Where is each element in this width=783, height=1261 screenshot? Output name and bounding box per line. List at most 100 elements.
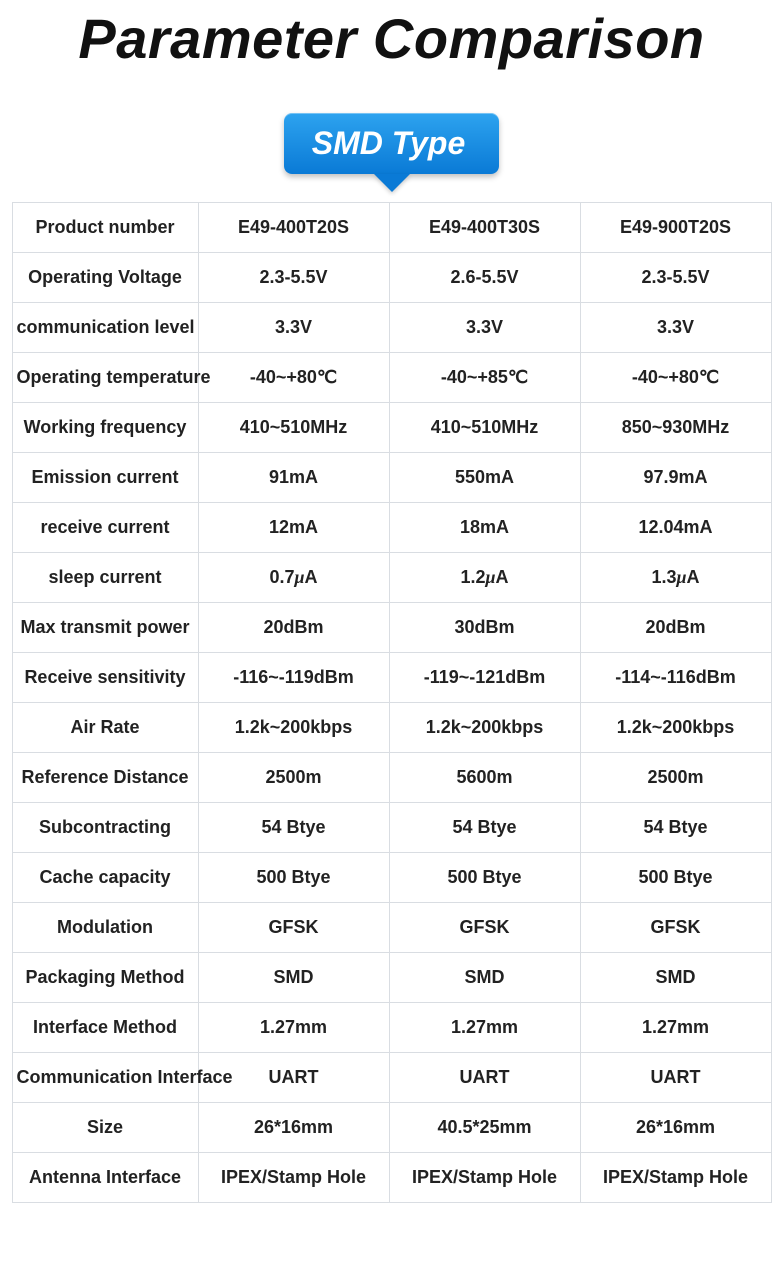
cell: 1.2μA — [389, 553, 580, 603]
cell: 26*16mm — [198, 1103, 389, 1153]
table-row: communication level3.3V3.3V3.3V — [12, 303, 771, 353]
cell: GFSK — [580, 903, 771, 953]
badge-container: SMD Type — [0, 113, 783, 174]
cell: -40~+85℃ — [389, 353, 580, 403]
cell: 500 Btye — [198, 853, 389, 903]
cell: 2.6-5.5V — [389, 253, 580, 303]
cell: 1.3μA — [580, 553, 771, 603]
cell: 91mA — [198, 453, 389, 503]
cell: 30dBm — [389, 603, 580, 653]
table-row: Reference Distance2500m5600m2500m — [12, 753, 771, 803]
cell: 410~510MHz — [198, 403, 389, 453]
cell: 1.27mm — [389, 1003, 580, 1053]
cell: 2.3-5.5V — [580, 253, 771, 303]
cell: 18mA — [389, 503, 580, 553]
cell: 20dBm — [580, 603, 771, 653]
cell: 0.7μA — [198, 553, 389, 603]
cell: 1.2k~200kbps — [580, 703, 771, 753]
table-row: Air Rate1.2k~200kbps1.2k~200kbps1.2k~200… — [12, 703, 771, 753]
table-row: Subcontracting54 Btye54 Btye54 Btye — [12, 803, 771, 853]
cell: E49-400T20S — [198, 203, 389, 253]
table-row: Antenna InterfaceIPEX/Stamp HoleIPEX/Sta… — [12, 1153, 771, 1203]
cell: 3.3V — [198, 303, 389, 353]
cell: 1.2k~200kbps — [389, 703, 580, 753]
cell: 2500m — [198, 753, 389, 803]
row-label: Interface Method — [12, 1003, 198, 1053]
table-row: receive current12mA18mA12.04mA — [12, 503, 771, 553]
cell: IPEX/Stamp Hole — [580, 1153, 771, 1203]
cell: GFSK — [198, 903, 389, 953]
row-label: Air Rate — [12, 703, 198, 753]
row-label: Modulation — [12, 903, 198, 953]
cell: 54 Btye — [389, 803, 580, 853]
row-label: Cache capacity — [12, 853, 198, 903]
row-label: Subcontracting — [12, 803, 198, 853]
row-label: Working frequency — [12, 403, 198, 453]
cell: 2.3-5.5V — [198, 253, 389, 303]
cell: 3.3V — [580, 303, 771, 353]
row-label: Max transmit power — [12, 603, 198, 653]
row-label: Antenna Interface — [12, 1153, 198, 1203]
cell: SMD — [389, 953, 580, 1003]
cell: UART — [389, 1053, 580, 1103]
table-row: Operating Voltage2.3-5.5V2.6-5.5V2.3-5.5… — [12, 253, 771, 303]
row-label: Receive sensitivity — [12, 653, 198, 703]
cell: SMD — [580, 953, 771, 1003]
cell: 12mA — [198, 503, 389, 553]
cell: E49-400T30S — [389, 203, 580, 253]
cell: GFSK — [389, 903, 580, 953]
row-label: communication level — [12, 303, 198, 353]
cell: UART — [580, 1053, 771, 1103]
cell: 20dBm — [198, 603, 389, 653]
comparison-table: Product numberE49-400T20SE49-400T30SE49-… — [12, 202, 772, 1203]
cell: 26*16mm — [580, 1103, 771, 1153]
row-label: Reference Distance — [12, 753, 198, 803]
row-label: Product number — [12, 203, 198, 253]
cell: 1.2k~200kbps — [198, 703, 389, 753]
cell: 2500m — [580, 753, 771, 803]
row-label: Emission current — [12, 453, 198, 503]
table-row: Size26*16mm40.5*25mm26*16mm — [12, 1103, 771, 1153]
cell: 40.5*25mm — [389, 1103, 580, 1153]
row-label: sleep current — [12, 553, 198, 603]
cell: 1.27mm — [580, 1003, 771, 1053]
cell: 3.3V — [389, 303, 580, 353]
row-label: Operating Voltage — [12, 253, 198, 303]
cell: SMD — [198, 953, 389, 1003]
cell: E49-900T20S — [580, 203, 771, 253]
table-row: sleep current0.7μA1.2μA1.3μA — [12, 553, 771, 603]
cell: 97.9mA — [580, 453, 771, 503]
row-label: Packaging Method — [12, 953, 198, 1003]
cell: IPEX/Stamp Hole — [389, 1153, 580, 1203]
table-row: Packaging MethodSMDSMDSMD — [12, 953, 771, 1003]
cell: 500 Btye — [389, 853, 580, 903]
cell: -116~-119dBm — [198, 653, 389, 703]
table-row: Working frequency410~510MHz410~510MHz850… — [12, 403, 771, 453]
cell: 5600m — [389, 753, 580, 803]
cell: IPEX/Stamp Hole — [198, 1153, 389, 1203]
cell: 500 Btye — [580, 853, 771, 903]
table-row: Max transmit power20dBm30dBm20dBm — [12, 603, 771, 653]
table-row: ModulationGFSKGFSKGFSK — [12, 903, 771, 953]
table-row: Cache capacity500 Btye500 Btye500 Btye — [12, 853, 771, 903]
type-badge: SMD Type — [284, 113, 500, 174]
table-row: Interface Method1.27mm1.27mm1.27mm — [12, 1003, 771, 1053]
cell: 850~930MHz — [580, 403, 771, 453]
table-row: Operating temperature-40~+80℃-40~+85℃-40… — [12, 353, 771, 403]
table-row: Emission current91mA550mA97.9mA — [12, 453, 771, 503]
row-label: Communication Interface — [12, 1053, 198, 1103]
cell: -40~+80℃ — [580, 353, 771, 403]
page-title: Parameter Comparison — [0, 0, 783, 71]
table-row: Communication InterfaceUARTUARTUART — [12, 1053, 771, 1103]
cell: 12.04mA — [580, 503, 771, 553]
cell: 550mA — [389, 453, 580, 503]
cell: -40~+80℃ — [198, 353, 389, 403]
cell: -114~-116dBm — [580, 653, 771, 703]
row-label: Size — [12, 1103, 198, 1153]
cell: 1.27mm — [198, 1003, 389, 1053]
cell: 54 Btye — [198, 803, 389, 853]
row-label: receive current — [12, 503, 198, 553]
table-row: Product numberE49-400T20SE49-400T30SE49-… — [12, 203, 771, 253]
table-row: Receive sensitivity-116~-119dBm-119~-121… — [12, 653, 771, 703]
row-label: Operating temperature — [12, 353, 198, 403]
